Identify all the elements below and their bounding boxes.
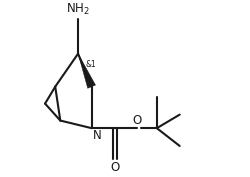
Polygon shape <box>78 54 95 88</box>
Text: O: O <box>110 161 120 174</box>
Text: NH$_2$: NH$_2$ <box>66 2 90 17</box>
Text: N: N <box>92 129 101 142</box>
Text: O: O <box>132 114 141 127</box>
Text: &1: &1 <box>85 60 96 69</box>
